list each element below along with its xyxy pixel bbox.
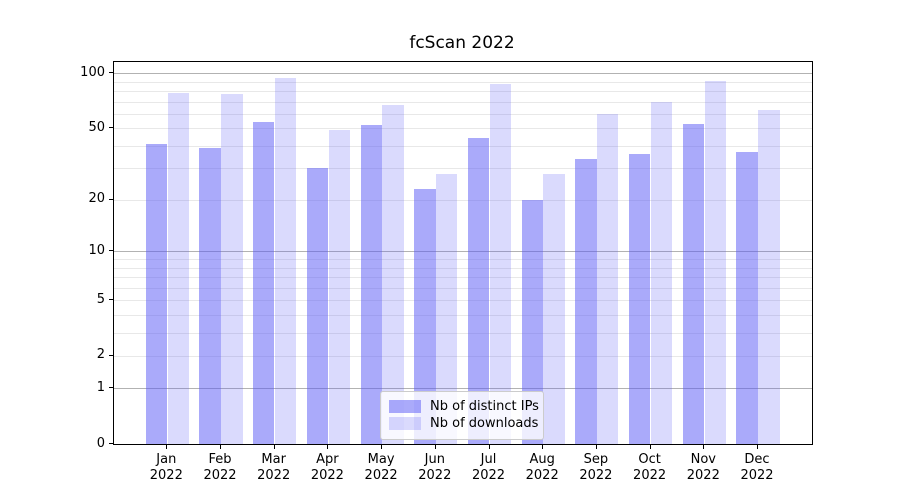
- gridline-5: [114, 300, 812, 302]
- ytick-mark-20: [109, 198, 113, 200]
- gridline-40: [114, 145, 812, 147]
- gridline-80: [114, 91, 812, 93]
- xtick-label-jun: Jun 2022: [418, 452, 452, 483]
- bar-jun-ips: [414, 188, 436, 444]
- gridline-3: [114, 332, 812, 334]
- bar-may-ips: [360, 125, 382, 444]
- bar-jul-ips: [467, 138, 490, 444]
- xtick-label-may: May 2022: [364, 452, 398, 483]
- gridline-60: [114, 113, 812, 115]
- bar-feb-ips: [199, 147, 221, 444]
- xtick-mark-jul: [488, 445, 490, 449]
- gridline-6: [114, 287, 812, 289]
- legend: Nb of distinct IPs Nb of downloads: [380, 391, 544, 440]
- xtick-mark-feb: [220, 445, 221, 449]
- ytick-mark-10: [109, 250, 113, 252]
- ytick-label-2: 2: [96, 347, 105, 363]
- gridline-20: [114, 199, 812, 201]
- legend-swatch-distinct-ips: [389, 400, 421, 413]
- xtick-mark-jun: [434, 445, 436, 449]
- bar-mar-downloads: [274, 78, 297, 444]
- ytick-mark-5: [109, 299, 113, 301]
- xtick-label-apr: Apr 2022: [310, 452, 344, 483]
- bar-dec-ips: [736, 151, 758, 444]
- gridline-10: [114, 251, 812, 253]
- ytick-mark-100: [109, 72, 113, 74]
- bar-aug-ips: [521, 199, 543, 444]
- xtick-label-jul: Jul 2022: [471, 452, 506, 483]
- legend-label-distinct-ips: Nb of distinct IPs: [430, 399, 539, 414]
- legend-swatch-downloads: [389, 417, 421, 430]
- legend-row-downloads: Nb of downloads: [389, 416, 539, 431]
- ytick-mark-1: [109, 387, 113, 389]
- xtick-label-feb: Feb 2022: [203, 452, 237, 483]
- ytick-label-5: 5: [96, 291, 105, 307]
- bar-oct-downloads: [650, 101, 673, 444]
- gridline-8: [114, 267, 812, 269]
- gridline-70: [114, 101, 812, 103]
- ytick-label-0: 0: [96, 435, 105, 451]
- gridline-50: [114, 128, 812, 130]
- ytick-label-1: 1: [96, 379, 105, 395]
- ytick-mark-0: [109, 443, 113, 444]
- bar-oct-ips: [629, 154, 651, 444]
- gridline-30: [114, 168, 812, 170]
- bar-sep-downloads: [597, 113, 619, 444]
- bar-nov-ips: [682, 123, 705, 444]
- xtick-label-jan: Jan 2022: [149, 452, 183, 483]
- xtick-mark-may: [381, 445, 383, 449]
- xtick-label-sep: Sep 2022: [579, 452, 613, 483]
- gridline-2: [114, 355, 812, 357]
- xtick-mark-jan: [166, 445, 168, 449]
- xtick-label-nov: Nov 2022: [686, 452, 720, 483]
- gridline-9: [114, 259, 812, 261]
- gridline-90: [114, 81, 812, 83]
- bar-apr-downloads: [328, 129, 350, 444]
- legend-label-downloads: Nb of downloads: [430, 416, 539, 431]
- gridline-4: [114, 314, 812, 316]
- xtick-label-dec: Dec 2022: [740, 452, 774, 483]
- xtick-mark-apr: [327, 445, 329, 449]
- xtick-label-oct: Oct 2022: [633, 452, 667, 483]
- bar-feb-downloads: [221, 94, 243, 444]
- bar-jun-downloads: [436, 173, 458, 444]
- gridline-100: [114, 73, 812, 75]
- xtick-mark-mar: [273, 445, 275, 449]
- bar-jan-downloads: [167, 93, 189, 444]
- xtick-mark-nov: [703, 445, 705, 449]
- ytick-label-100: 100: [80, 64, 105, 80]
- bar-jan-ips: [145, 143, 168, 444]
- xtick-mark-aug: [542, 445, 544, 449]
- xtick-mark-dec: [757, 445, 758, 449]
- bar-nov-downloads: [704, 80, 726, 444]
- ytick-label-50: 50: [88, 119, 105, 135]
- plot-area: Nb of distinct IPs Nb of downloads: [113, 61, 813, 445]
- xtick-label-mar: Mar 2022: [257, 452, 291, 483]
- ytick-mark-2: [109, 354, 113, 356]
- chart-title: fcScan 2022: [409, 33, 515, 53]
- bar-dec-downloads: [758, 110, 780, 444]
- gridline-1: [114, 388, 812, 390]
- bar-sep-ips: [575, 158, 597, 444]
- xtick-mark-oct: [649, 445, 651, 449]
- ytick-label-10: 10: [88, 242, 105, 258]
- xtick-label-aug: Aug 2022: [525, 452, 559, 483]
- bar-aug-downloads: [543, 173, 565, 444]
- legend-row-distinct-ips: Nb of distinct IPs: [389, 399, 539, 414]
- bar-apr-ips: [306, 168, 329, 444]
- bar-jul-downloads: [489, 83, 512, 444]
- ytick-label-20: 20: [88, 191, 105, 206]
- xtick-mark-sep: [595, 445, 597, 449]
- ytick-mark-50: [109, 127, 113, 129]
- gridline-7: [114, 277, 812, 278]
- bar-mar-ips: [253, 122, 275, 444]
- bar-may-downloads: [382, 105, 404, 444]
